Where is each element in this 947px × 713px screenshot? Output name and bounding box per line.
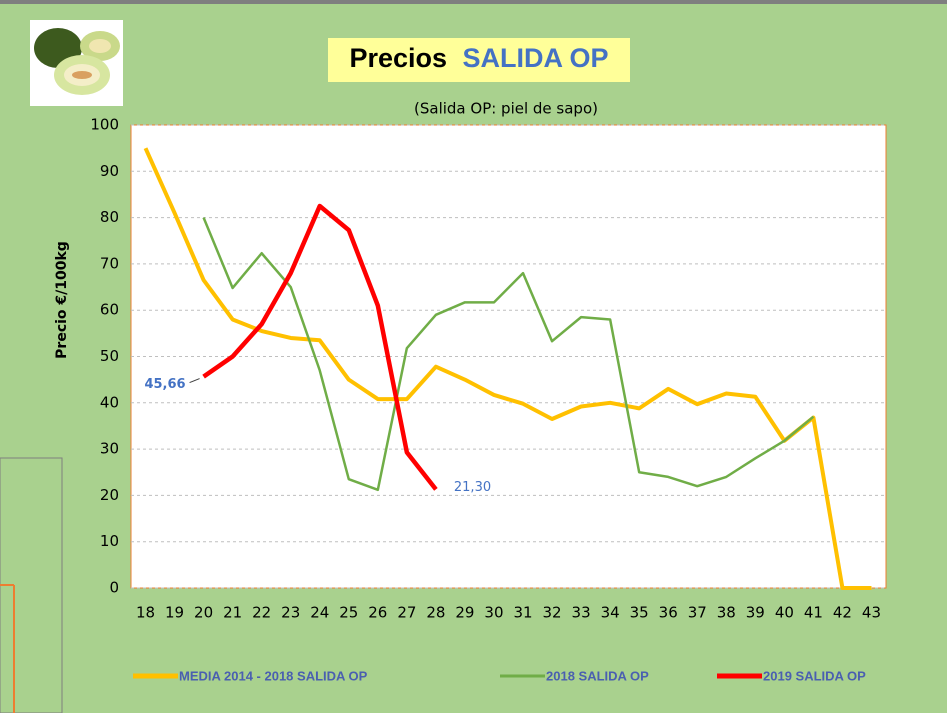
x-tick-label: 32	[543, 604, 562, 622]
x-tick-label: 24	[310, 604, 329, 622]
x-tick-label: 23	[281, 604, 300, 622]
x-tick-label: 27	[397, 604, 416, 622]
x-tick-label: 20	[194, 604, 213, 622]
x-tick-label: 21	[223, 604, 242, 622]
x-tick-label: 19	[165, 604, 184, 622]
melon-image	[30, 20, 123, 106]
x-tick-label: 18	[136, 604, 155, 622]
y-tick-label: 10	[100, 532, 119, 550]
x-tick-label: 26	[368, 604, 387, 622]
chart: Precios SALIDA OP (Salida OP: piel de sa…	[0, 0, 947, 713]
y-tick-label: 70	[100, 254, 119, 272]
x-tick-label: 29	[455, 604, 474, 622]
x-tick-label: 42	[833, 604, 852, 622]
y-tick-label: 80	[100, 208, 119, 226]
top-border	[0, 0, 947, 4]
x-tick-label: 43	[862, 604, 881, 622]
x-tick-label: 34	[601, 604, 620, 622]
plot-area	[131, 125, 886, 588]
y-tick-label: 60	[100, 301, 119, 319]
x-tick-label: 30	[484, 604, 503, 622]
y-tick-label: 0	[109, 579, 119, 597]
x-tick-label: 28	[426, 604, 445, 622]
x-tick-label: 22	[252, 604, 271, 622]
title-part: SALIDA OP	[463, 43, 609, 73]
y-tick-label: 30	[100, 440, 119, 458]
chart-title: Precios SALIDA OP	[349, 43, 608, 73]
chart-subtitle: (Salida OP: piel de sapo)	[414, 100, 598, 118]
y-tick-label: 100	[90, 116, 119, 134]
x-tick-label: 33	[572, 604, 591, 622]
title-part: Precios	[349, 43, 447, 73]
y-tick-label: 90	[100, 162, 119, 180]
x-tick-label: 40	[775, 604, 794, 622]
legend-label: 2018 SALIDA OP	[546, 668, 649, 683]
legend-label: 2019 SALIDA OP	[763, 668, 866, 683]
legend-label: MEDIA 2014 - 2018 SALIDA OP	[179, 668, 368, 683]
x-tick-label: 35	[630, 604, 649, 622]
data-label: 45,66	[144, 377, 185, 392]
x-tick-label: 39	[746, 604, 765, 622]
y-tick-label: 50	[100, 347, 119, 365]
x-tick-label: 25	[339, 604, 358, 622]
data-label: 21,30	[454, 480, 491, 495]
x-tick-label: 31	[513, 604, 532, 622]
y-axis-label: Precio €/100kg	[54, 241, 70, 359]
y-tick-label: 40	[100, 393, 119, 411]
x-tick-label: 36	[659, 604, 678, 622]
page: {"chart_data": { "type": "line", "title_…	[0, 0, 947, 713]
x-tick-label: 38	[717, 604, 736, 622]
x-tick-label: 41	[804, 604, 823, 622]
y-tick-label: 20	[100, 486, 119, 504]
x-tick-label: 37	[688, 604, 707, 622]
